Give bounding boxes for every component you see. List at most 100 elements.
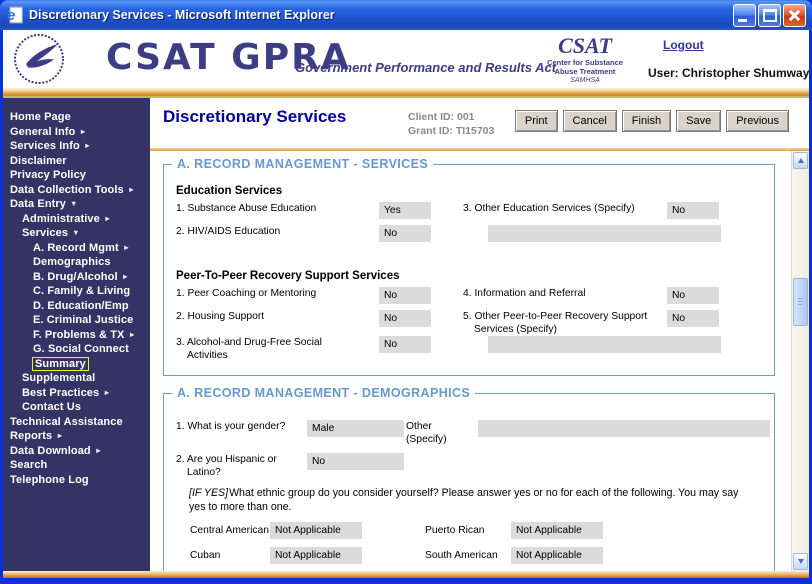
chevron-down-icon xyxy=(797,559,804,564)
form-row: 3. Alcohol-and Drug-Free Social Activiti… xyxy=(176,336,770,362)
brand-tagline: Government Performance and Results Act xyxy=(295,60,557,75)
form-row: 1. Peer Coaching or Mentoring No 4. Info… xyxy=(176,287,770,304)
submenu-arrow-icon: ► xyxy=(128,329,136,339)
sidebar-item-e-criminal-justice[interactable]: E. Criminal Justice xyxy=(33,314,134,326)
sidebar-item-disclaimer[interactable]: Disclaimer xyxy=(10,154,67,167)
field-label: 5. Other Peer-to-Peer Recovery Support S… xyxy=(463,311,648,335)
field-value-other-education-specify xyxy=(488,225,721,242)
sidebar-item-search[interactable]: Search xyxy=(10,459,48,471)
field-value-puerto-rican: Not Applicable xyxy=(511,522,603,539)
logout-link[interactable]: Logout xyxy=(663,38,704,52)
sidebar-item-f-problems-tx[interactable]: F. Problems & TX ► xyxy=(33,328,136,341)
chevron-up-icon xyxy=(797,158,804,163)
scrollbar-down-button[interactable] xyxy=(793,553,808,570)
sidebar-item-administrative[interactable]: Administrative ► xyxy=(22,212,112,225)
csat-logo: CSAT Center for Substance Abuse Treatmen… xyxy=(539,34,631,85)
field-label: 4. Information and Referral xyxy=(463,288,586,299)
sidebar-item-data-download[interactable]: Data Download ► xyxy=(10,444,103,457)
form-row: 2. Housing Support No 5. Other Peer-to-P… xyxy=(176,310,770,336)
field-label: 2. Are you Hispanic or Latino? xyxy=(176,454,277,478)
field-value-cuban: Not Applicable xyxy=(270,547,362,564)
sidebar-item-summary[interactable]: Summary xyxy=(32,356,89,371)
field-label: 1. What is your gender? xyxy=(176,421,286,432)
field-value-other-education-services: No xyxy=(667,202,719,219)
form-row: Central American Not Applicable Puerto R… xyxy=(176,522,770,539)
content-body: A. RECORD MANAGEMENT - SERVICES Educatio… xyxy=(150,151,809,571)
sidebar-item-g-social-connect[interactable]: G. Social Connect xyxy=(33,343,129,355)
sidebar-item-supplemental[interactable]: Supplemental xyxy=(22,372,96,384)
sidebar-item-data-entry[interactable]: Data Entry ▼ xyxy=(10,198,78,210)
record-ids: Client ID: 001 Grant ID: TI15703 xyxy=(408,110,494,138)
sidebar-item-technical-assistance[interactable]: Technical Assistance xyxy=(10,415,123,428)
field-value-peer-coaching: No xyxy=(379,287,431,304)
field-label: 1. Substance Abuse Education xyxy=(176,203,317,214)
svg-text:e: e xyxy=(7,8,15,24)
sidebar-item-d-education-emp[interactable]: D. Education/Emp xyxy=(33,299,129,312)
field-label: 2. Housing Support xyxy=(176,311,265,322)
scrollbar-up-button[interactable] xyxy=(793,152,808,169)
internet-explorer-icon: e xyxy=(7,6,23,24)
submenu-arrow-icon: ► xyxy=(79,126,87,136)
sidebar-item-data-collection-tools[interactable]: Data Collection Tools ► xyxy=(10,183,136,196)
group-title-peer-recovery-services: Peer-To-Peer Recovery Support Services xyxy=(176,270,400,282)
field-value-housing-support: No xyxy=(379,310,431,327)
bottom-border-strip xyxy=(3,571,809,578)
field-value-hiv-aids-education: No xyxy=(379,225,431,242)
finish-button[interactable]: Finish xyxy=(621,110,672,132)
submenu-arrow-icon: ► xyxy=(127,184,136,194)
maximize-button[interactable] xyxy=(758,3,781,27)
field-label: Puerto Rican xyxy=(425,525,485,536)
sidebar-item-c-family-living[interactable]: C. Family & Living xyxy=(33,285,131,297)
close-button[interactable] xyxy=(783,3,806,27)
vertical-scrollbar[interactable] xyxy=(791,151,809,571)
sidebar-item-general-info[interactable]: General Info ► xyxy=(10,125,87,138)
field-value-gender: Male xyxy=(307,420,404,437)
sidebar-item-demographics[interactable]: Demographics xyxy=(33,256,111,268)
sidebar-item-home-page[interactable]: Home Page xyxy=(10,111,71,123)
main-area: Home Page General Info ► Services Info ► D… xyxy=(3,97,809,571)
previous-button[interactable]: Previous xyxy=(726,110,789,132)
form-row: 2. HIV/AIDS Education No xyxy=(176,225,770,242)
sidebar-item-best-practices[interactable]: Best Practices ► xyxy=(22,386,111,399)
minimize-button[interactable] xyxy=(733,3,756,27)
field-value-other-peer-specify xyxy=(488,336,721,353)
form-row: 1. What is your gender? Male Other (Spec… xyxy=(176,420,770,446)
section-record-management-demographics: A. RECORD MANAGEMENT - DEMOGRAPHICS 1. W… xyxy=(163,386,775,571)
submenu-arrow-icon: ► xyxy=(122,242,131,252)
submenu-arrow-icon: ▼ xyxy=(72,228,80,237)
scrollbar-thumb[interactable] xyxy=(793,278,808,326)
banner-divider xyxy=(3,88,809,97)
sidebar-item-services[interactable]: Services ▼ xyxy=(22,227,80,239)
page-title: Discretionary Services xyxy=(163,107,347,126)
scrollbar-track[interactable] xyxy=(792,170,809,552)
field-label: 3. Other Education Services (Specify) xyxy=(463,203,635,214)
submenu-arrow-icon: ► xyxy=(83,141,92,150)
sidebar-item-a-record-mgmt[interactable]: A. Record Mgmt ► xyxy=(33,241,131,254)
app-banner: CSAT GPRA Government Performance and Res… xyxy=(3,30,809,88)
section-legend: A. RECORD MANAGEMENT - SERVICES xyxy=(172,157,434,171)
sidebar-item-telephone-log[interactable]: Telephone Log xyxy=(10,473,89,486)
submenu-arrow-icon: ► xyxy=(94,445,103,455)
sidebar-item-privacy-policy[interactable]: Privacy Policy xyxy=(10,169,87,181)
sidebar-item-b-drug-alcohol[interactable]: B. Drug/Alcohol ► xyxy=(33,270,130,283)
field-label: 1. Peer Coaching or Mentoring xyxy=(176,288,317,299)
field-value-substance-abuse-education: Yes xyxy=(379,202,431,219)
submenu-arrow-icon: ► xyxy=(103,213,112,223)
window-client-area: CSAT GPRA Government Performance and Res… xyxy=(3,30,809,578)
print-button[interactable]: Print xyxy=(514,110,558,132)
header-divider xyxy=(150,148,809,151)
window-title: Discretionary Services - Microsoft Inter… xyxy=(29,8,335,22)
field-value-other-peer-services: No xyxy=(667,310,719,327)
form-row: 1. Substance Abuse Education Yes 3. Othe… xyxy=(176,202,770,219)
titlebar: e Discretionary Services - Microsoft Int… xyxy=(0,0,812,30)
sidebar-item-services-info[interactable]: Services Info ► xyxy=(10,140,92,152)
action-buttons: Print Cancel Finish Save Previous xyxy=(514,110,789,132)
content-header: Discretionary Services Client ID: 001 Gr… xyxy=(150,98,809,148)
sidebar-item-contact-us[interactable]: Contact Us xyxy=(22,401,82,413)
sidebar-item-reports[interactable]: Reports ► xyxy=(10,430,64,442)
field-value-south-american: Not Applicable xyxy=(511,547,603,564)
form-scroll-pane: A. RECORD MANAGEMENT - SERVICES Educatio… xyxy=(150,151,791,571)
cancel-button[interactable]: Cancel xyxy=(562,110,617,132)
brand-title: CSAT GPRA xyxy=(106,37,351,78)
save-button[interactable]: Save xyxy=(676,110,722,132)
